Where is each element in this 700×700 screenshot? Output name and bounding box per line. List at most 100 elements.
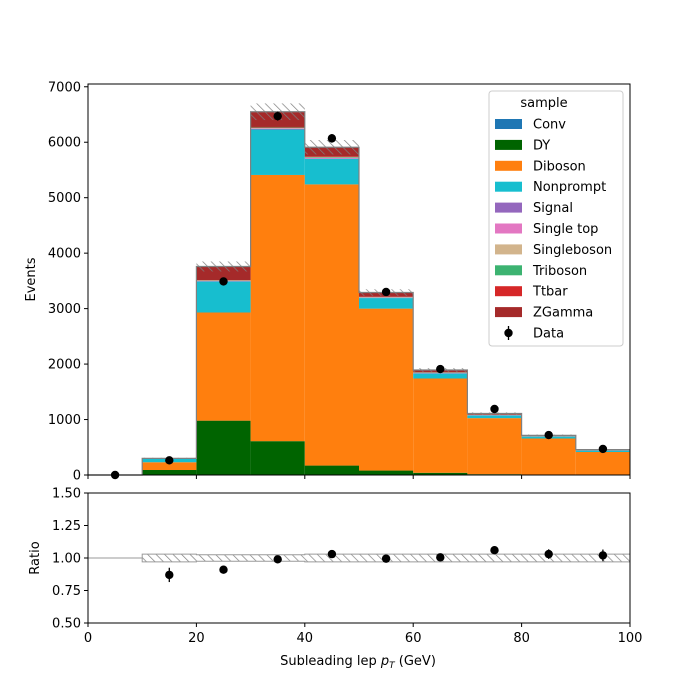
x-tick-label-4: 80 [513, 631, 530, 646]
data-point-4 [327, 134, 337, 143]
main-y-tick-label-4: 4000 [48, 247, 81, 262]
legend-label-nonprompt: Nonprompt [533, 180, 606, 195]
bar-dy-bin-3 [250, 441, 305, 475]
main-y-tick-label-0: 0 [73, 469, 81, 484]
bar-nonprompt-bin-6 [413, 373, 468, 379]
x-tick-label-1: 20 [188, 631, 205, 646]
x-tick-label-3: 60 [405, 631, 422, 646]
data-point-3 [273, 111, 282, 121]
data-point-6 [436, 364, 445, 374]
bar-dy-bin-6 [413, 472, 468, 475]
legend-swatch-ttbar [495, 286, 522, 297]
main-y-tick-label-3: 3000 [48, 302, 81, 317]
bar-nonprompt-bin-3 [250, 129, 305, 175]
main-y-tick-label-5: 5000 [48, 191, 81, 206]
ratio-band-bin-2 [196, 554, 251, 562]
ratio-point-7 [544, 549, 553, 559]
data-point-8 [544, 430, 553, 440]
x-axis-label-symbol: p [380, 654, 389, 669]
x-tick-label-5: 100 [618, 631, 643, 646]
ratio-band-bin-7 [467, 554, 522, 562]
bar-diboson-bin-5 [359, 308, 414, 471]
ratio-y-axis-label: Ratio [28, 541, 43, 574]
bar-diboson-bin-8 [521, 438, 576, 475]
x-axis-label: Subleading lep pT (GeV) [280, 654, 436, 671]
x-axis-label-unit: (GeV) [395, 654, 436, 669]
ratio-point-0 [165, 570, 174, 580]
legend-swatch-diboson [495, 160, 522, 171]
data-point-2 [219, 277, 228, 286]
main-y-tick-label-6: 6000 [48, 136, 81, 151]
legend-box [488, 90, 624, 347]
bar-nonprompt-bin-4 [304, 158, 359, 185]
legend-title: sample [520, 96, 567, 111]
bar-single-top-bin-4 [304, 157, 359, 159]
legend-swatch-zgamma [495, 307, 522, 318]
ratio-point-5 [436, 553, 445, 562]
legend-swatch-conv [495, 119, 522, 129]
bar-dy-bin-5 [359, 470, 414, 475]
legend-swatch-nonprompt [495, 181, 522, 192]
legend-label-zgamma: ZGamma [533, 306, 593, 321]
bar-dy-bin-1 [142, 470, 197, 475]
data-point-9 [598, 444, 608, 454]
ratio-point-8 [598, 551, 608, 560]
bar-diboson-bin-1 [142, 462, 197, 471]
data-point-5 [381, 287, 391, 297]
bar-nonprompt-bin-7 [467, 415, 522, 419]
legend-swatch-dy [495, 139, 522, 150]
ratio-band-upper-edge [88, 553, 630, 559]
bar-diboson-bin-4 [304, 184, 359, 466]
bar-nonprompt-bin-2 [196, 281, 251, 313]
legend: sample Conv DY Diboson Nonprompt Signal Single… [488, 90, 624, 347]
main-y-tick-label-1: 1000 [48, 413, 81, 428]
bar-diboson-bin-2 [196, 312, 251, 421]
x-tick-label-0: 0 [84, 631, 92, 646]
bar-triboson-bin-4 [304, 156, 359, 158]
bar-diboson-bin-6 [413, 378, 468, 473]
legend-label-signal: Signal [533, 201, 573, 216]
ratio-plot-area: 0.50 0.75 1.00 1.25 1.50 0 20 40 60 80 100 Ratio [28, 487, 642, 647]
ratio-point-4 [381, 554, 391, 563]
main-y-axis-label: Events [24, 257, 39, 301]
legend-label-ttbar: Ttbar [532, 285, 568, 300]
bar-triboson-bin-3 [250, 127, 305, 129]
total-step-outline [88, 111, 630, 476]
legend-swatch-data [504, 328, 513, 338]
ratio-point-2 [273, 555, 282, 564]
legend-swatch-single-top [495, 223, 522, 234]
bar-dy-bin-4 [304, 465, 359, 475]
bar-diboson-bin-3 [250, 174, 305, 442]
bar-ttbar-bin-4 [304, 156, 359, 157]
ratio-point-3 [327, 549, 337, 559]
ratio-y-tick-label-0: 0.50 [52, 617, 81, 632]
ratio-point-6 [490, 546, 499, 555]
bar-signal-bin-4 [304, 158, 359, 159]
bar-signal-bin-3 [250, 128, 305, 130]
legend-label-single-top: Single top [533, 222, 598, 237]
ratio-y-tick-label-3: 1.25 [52, 519, 81, 534]
main-plot-frame [87, 83, 631, 476]
legend-label-diboson: Diboson [533, 159, 586, 174]
legend-swatch-triboson [495, 265, 522, 276]
bar-ttbar-bin-3 [250, 126, 305, 128]
data-point-7 [490, 404, 499, 414]
ratio-y-tick-label-1: 0.75 [52, 584, 81, 599]
bar-nonprompt-bin-5 [359, 298, 414, 309]
ratio-y-tick-label-2: 1.00 [52, 552, 81, 567]
legend-label-conv: Conv [533, 118, 566, 133]
bar-single-top-bin-3 [250, 128, 305, 129]
legend-label-triboson: Triboson [532, 264, 587, 279]
bar-diboson-bin-7 [467, 418, 522, 475]
ratio-band-lower-edge [88, 557, 630, 563]
legend-label-data: Data [533, 327, 564, 342]
ratio-point-1 [219, 565, 228, 574]
ratio-band-bin-1 [142, 554, 197, 562]
legend-label-singleboson: Singleboson [533, 243, 612, 258]
bar-dy-bin-2 [196, 420, 251, 475]
main-plot-area: 0 1000 2000 3000 4000 5000 6000 7000 Events [24, 80, 631, 484]
x-tick-label-2: 40 [297, 631, 314, 646]
x-axis-label-text: Subleading lep [280, 654, 381, 669]
legend-swatch-signal [495, 202, 522, 213]
